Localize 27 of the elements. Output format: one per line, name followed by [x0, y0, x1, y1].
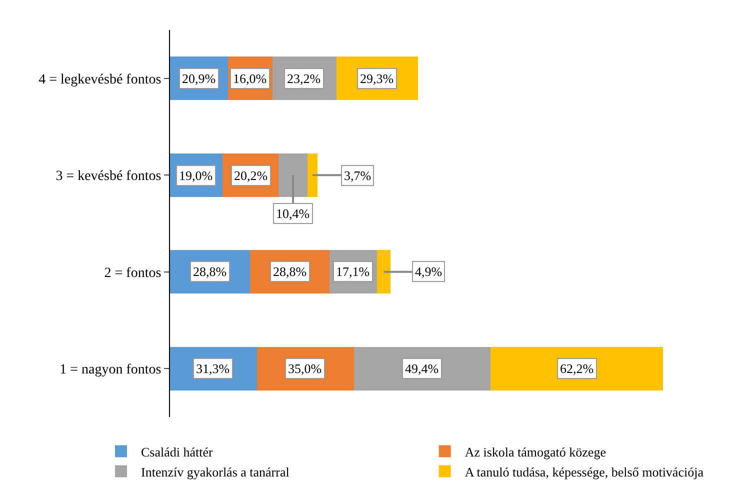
y-tick-label: 3 = kevésbé fontos — [56, 169, 162, 184]
data-label: 17,1% — [336, 264, 370, 279]
legend-label: Intenzív gyakorlás a tanárral — [141, 464, 290, 480]
data-label: 4,9% — [415, 264, 442, 279]
data-label: 3,7% — [344, 168, 372, 183]
data-label: 29,3% — [360, 71, 394, 86]
data-label: 23,2% — [287, 71, 321, 86]
y-tick-label: 2 = fontos — [104, 266, 162, 281]
data-label: 49,4% — [405, 361, 439, 376]
data-label: 35,0% — [288, 361, 322, 376]
data-label: 28,8% — [273, 264, 307, 279]
legend-label: Családi háttér — [141, 444, 214, 460]
legend-label: A tanuló tudása, képessége, belső motivációja — [464, 464, 704, 480]
data-label: 31,3% — [196, 361, 230, 376]
data-label: 20,2% — [234, 168, 268, 183]
legend-label: Az iskola támogató közege — [464, 444, 606, 460]
bar — [377, 250, 391, 294]
data-label: 20,9% — [182, 71, 216, 86]
data-label: 62,2% — [560, 361, 594, 376]
y-tick-label: 1 = nagyon fontos — [60, 362, 162, 378]
data-label: 10,4% — [276, 206, 310, 221]
data-label: 28,8% — [193, 264, 227, 279]
y-tick-label: 4 = legkevésbé fontos — [38, 72, 162, 88]
data-label: 19,0% — [179, 168, 213, 183]
bar — [278, 153, 308, 197]
data-label: 16,0% — [233, 71, 267, 86]
bar — [307, 153, 318, 197]
